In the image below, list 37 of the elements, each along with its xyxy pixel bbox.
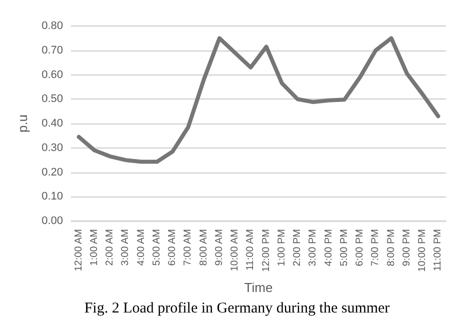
x-tick-label: 7:00 PM xyxy=(370,229,382,266)
y-tick-label: 0.50 xyxy=(42,93,63,106)
x-tick-label: 2:00 AM xyxy=(104,229,116,266)
x-axis-title: Time xyxy=(244,280,273,295)
y-tick-label: 0.10 xyxy=(42,190,63,203)
y-tick-label: 0.60 xyxy=(42,68,63,81)
y-tick-label: 0.70 xyxy=(42,44,63,56)
y-tick-label: 0.00 xyxy=(42,215,63,227)
x-tick-label: 4:00 AM xyxy=(136,229,147,266)
x-tick-label: 2:00 PM xyxy=(292,229,304,266)
x-tick-label: 1:00 PM xyxy=(276,229,288,266)
y-tick-label: 0.20 xyxy=(42,166,63,178)
x-tick-label: 5:00 AM xyxy=(151,229,162,266)
x-tick-label: 6:00 PM xyxy=(354,229,366,266)
x-tick-label: 12:00 PM xyxy=(260,229,272,272)
x-tick-label: 3:00 PM xyxy=(308,229,319,266)
x-tick-label: 5:00 PM xyxy=(338,229,350,266)
x-tick-label: 1:00 AM xyxy=(88,229,100,266)
x-tick-label: 10:00 AM xyxy=(230,229,241,272)
x-tick-label: 11:00 PM xyxy=(432,229,444,272)
x-tick-label: 11:00 AM xyxy=(245,229,256,271)
line-series xyxy=(76,36,440,164)
x-tick-label: 10:00 PM xyxy=(417,229,428,272)
y-axis-title: p.u xyxy=(15,114,30,133)
y-tick-label: 0.80 xyxy=(42,20,63,32)
x-tick-label: 6:00 AM xyxy=(167,229,178,266)
x-tick-label: 8:00 PM xyxy=(386,229,397,266)
y-tick-label: 0.30 xyxy=(42,142,63,154)
y-tick-label: 0.40 xyxy=(42,118,63,130)
caption: Fig. 2 Load profile in Germany during the summer xyxy=(84,300,390,316)
x-tick-label: 12:00 AM xyxy=(73,229,84,272)
x-tick-label: 8:00 AM xyxy=(198,229,210,266)
x-tick-label: 4:00 PM xyxy=(323,229,334,266)
x-tick-label: 7:00 AM xyxy=(182,229,194,266)
x-tick-label: 3:00 AM xyxy=(120,229,132,266)
x-tick-label: 9:00 AM xyxy=(214,229,225,266)
x-tick-label: 9:00 PM xyxy=(401,229,412,266)
